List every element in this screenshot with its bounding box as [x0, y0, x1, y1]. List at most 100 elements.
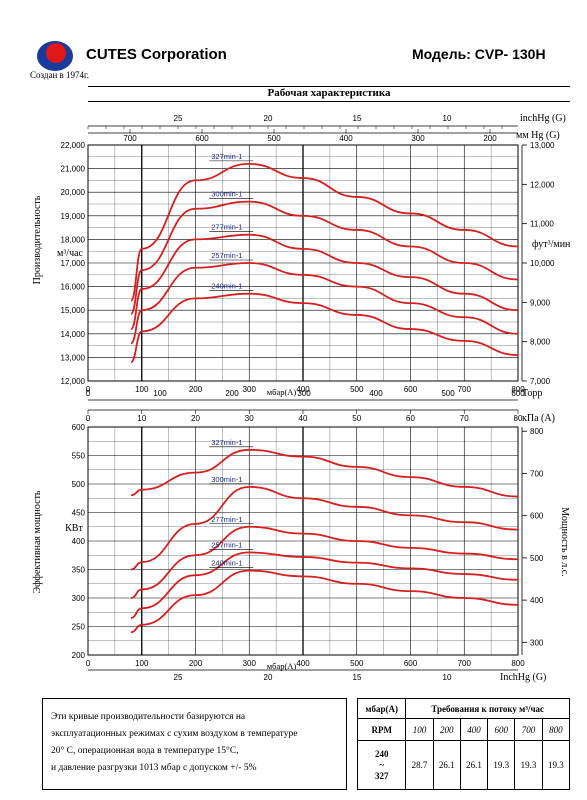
- y-tick-label: 500: [72, 480, 86, 489]
- mmhg-axis-label: мм Hg (G): [516, 130, 560, 141]
- performance-charts: 12,000 13,000 14,000 15,000 16,000 17,000 18,0…: [32, 113, 571, 683]
- y-tick-label: 550: [72, 452, 86, 461]
- x-axis-label: мбар(A): [267, 661, 297, 671]
- inchhg-tick-label: 20: [264, 114, 273, 123]
- series-line-327min-1: [130, 448, 519, 498]
- y-tick-label: 17,000: [61, 259, 86, 268]
- x-tick-label: 800: [511, 385, 525, 394]
- head-mbar: мбар(A): [356, 698, 407, 719]
- company-name: CUTES Corporation: [86, 46, 227, 63]
- right-tick-label: 8,000: [530, 338, 551, 347]
- x-tick-label: 600: [404, 659, 418, 668]
- series-label: 277min-1: [211, 223, 242, 232]
- right-tick-label: 300: [530, 638, 544, 647]
- y-tick-label: 18,000: [61, 235, 86, 244]
- y-tick-label: 21,000: [61, 165, 86, 174]
- series-line-300min-1: [130, 485, 519, 571]
- y-axis-unit: м³/час: [57, 248, 84, 259]
- x-tick-label: 600: [404, 385, 418, 394]
- series-line-277min-1: [130, 525, 519, 599]
- right-tick-label: 9,000: [530, 298, 551, 307]
- x-tick-label: 700: [458, 385, 472, 394]
- y-tick-label: 22,000: [61, 141, 86, 150]
- kpa-tick-label: 80: [514, 414, 523, 423]
- bottom-inchhg-tick-label: 10: [443, 673, 452, 682]
- x-tick-label: 100: [135, 385, 149, 394]
- kpa-axis-label: кПа (A): [522, 413, 555, 424]
- right-tick-label: 700: [530, 469, 544, 478]
- series-line-327min-1: [130, 162, 519, 302]
- title-rule-top: [88, 86, 570, 87]
- series-label: 277min-1: [211, 515, 242, 524]
- series-label: 257min-1: [211, 251, 242, 260]
- rpm-range: 240 ~ 327: [356, 740, 407, 790]
- x-tick-label: 0: [86, 385, 91, 394]
- torr-tick-label: 500: [441, 389, 455, 398]
- flow-value: 19.3: [541, 740, 571, 790]
- x-tick-label: 300: [243, 385, 257, 394]
- right-tick-label: 400: [530, 596, 544, 605]
- x-tick-label: 300: [243, 659, 257, 668]
- series-label: 327min-1: [211, 152, 242, 161]
- kpa-tick-label: 70: [460, 414, 469, 423]
- series-line-257min-1: [130, 551, 519, 619]
- series-line-257min-1: [130, 262, 519, 345]
- x-tick-label: 400: [296, 385, 310, 394]
- rpm-tilde: ~: [379, 759, 385, 770]
- rpm-min: 240: [374, 748, 389, 759]
- bottom-inchhg-tick-label: 25: [174, 673, 183, 682]
- x-tick-label: 200: [189, 659, 203, 668]
- torr-tick-label: 400: [369, 389, 383, 398]
- flow-point: 800: [541, 718, 571, 741]
- torr-tick-label: 100: [153, 389, 167, 398]
- kpa-tick-label: 30: [245, 414, 254, 423]
- flow-value: 26.1: [432, 740, 461, 790]
- series-line-300min-1: [130, 200, 519, 315]
- rpm-max: 327: [374, 770, 389, 781]
- torr-tick-label: 0: [86, 389, 91, 398]
- x-tick-label: 500: [350, 659, 364, 668]
- flow-value: 26.1: [459, 740, 489, 790]
- y-tick-label: 14,000: [61, 330, 86, 339]
- flow-value: 19.3: [487, 740, 516, 790]
- mmhg-tick-label: 600: [195, 134, 209, 143]
- torr-tick-label: 300: [297, 389, 311, 398]
- plot-frame: [87, 144, 519, 382]
- y-tick-label: 200: [72, 651, 86, 660]
- x-tick-label: 500: [350, 385, 364, 394]
- y-tick-label: 350: [72, 566, 86, 575]
- company-logo: [37, 41, 73, 71]
- y-tick-label: 16,000: [61, 283, 86, 292]
- y-axis-label: Эффективная мощность: [32, 490, 43, 593]
- flow-point: 400: [459, 718, 489, 741]
- kpa-tick-label: 50: [352, 414, 361, 423]
- inchhg-tick-label: 10: [443, 114, 452, 123]
- series-label: 240min-1: [211, 282, 242, 291]
- plot-frame: [87, 426, 519, 656]
- y-tick-label: 12,000: [61, 377, 86, 386]
- series-line-277min-1: [130, 233, 519, 330]
- series-label: 257min-1: [211, 540, 242, 549]
- bottom-inchhg-tick-label: 20: [264, 673, 273, 682]
- y-tick-label: 400: [72, 537, 86, 546]
- right-tick-label: 11,000: [530, 220, 554, 229]
- kpa-tick-label: 0: [86, 414, 91, 423]
- x-axis-label: мбар(A): [267, 387, 297, 397]
- inchhg-tick-label: 25: [174, 114, 183, 123]
- title-rule-bottom: [88, 101, 570, 102]
- y-tick-label: 19,000: [61, 212, 86, 221]
- rpm-label: RPM: [356, 718, 407, 741]
- inchhg-axis-label: inchHg (G): [520, 113, 566, 124]
- note-line-4: и давление разгрузки 1013 мбар с допуско…: [51, 763, 257, 773]
- series-line-240min-1: [130, 569, 519, 634]
- series-label: 240min-1: [211, 559, 242, 568]
- series-line-240min-1: [130, 292, 519, 364]
- inchhg-tick-label: 15: [353, 114, 362, 123]
- y-tick-label: 20,000: [61, 188, 86, 197]
- conditions-note: Эти кривые производительности базируются…: [42, 698, 347, 790]
- torr-tick-label: 600: [511, 389, 525, 398]
- flow-point: 200: [432, 718, 461, 741]
- right-axis-label: фут³/мин: [532, 239, 571, 250]
- flow-point: 600: [487, 718, 516, 741]
- chart-title: Рабочая характеристика: [267, 87, 391, 99]
